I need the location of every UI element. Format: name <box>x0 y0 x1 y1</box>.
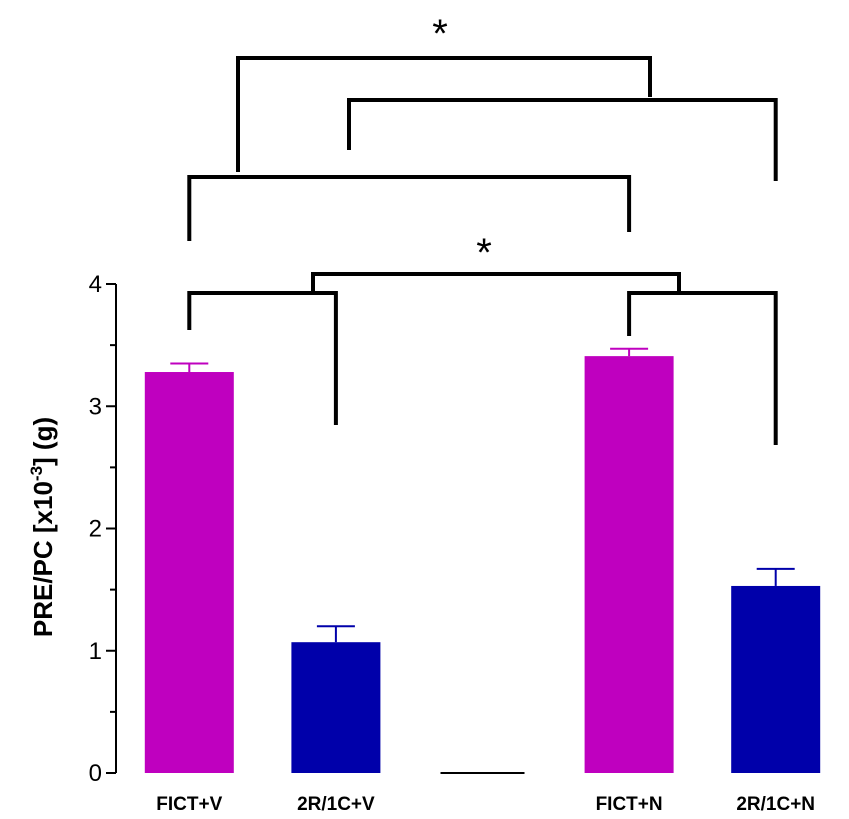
bracket-top-connector <box>236 56 652 172</box>
x-tick-label-fict-n: FICT+N <box>596 794 663 815</box>
significance-star-top: * <box>432 12 448 56</box>
error-bar-2r-1c-v <box>316 625 355 643</box>
y-axis-title: PRE/PC [x10-3] (g) <box>27 417 58 637</box>
y-tick-label: 0 <box>89 760 102 787</box>
x-tick-label-2r-1c-n: 2R/1C+N <box>736 794 815 815</box>
x-tick-label-fict-v: FICT+V <box>156 794 222 815</box>
y-axis: 0 1 2 3 4 <box>89 271 525 787</box>
y-tick-label: 1 <box>89 638 102 665</box>
bracket-fict-v-vs-2r1c-v <box>187 291 338 425</box>
bracket-fict-v-vs-fict-n <box>187 175 632 241</box>
error-bars-group <box>170 347 795 643</box>
bracket-2r1c-v-vs-2r1c-n <box>347 98 778 181</box>
bars-group <box>144 356 821 773</box>
bar-2r-1c-v <box>291 642 381 773</box>
y-tick-label: 2 <box>89 516 102 543</box>
bar-fict-n <box>584 356 674 773</box>
error-bar-2r-1c-n <box>756 567 795 586</box>
bracket-fict-n-vs-2r1c-n <box>627 291 778 445</box>
error-bar-fict-v <box>170 362 209 373</box>
y-axis-title-superscript: -3 <box>27 466 46 481</box>
bar-fict-v <box>144 372 234 773</box>
y-tick-label: 3 <box>89 393 102 420</box>
y-axis-title-tail: ] (g) <box>28 417 58 466</box>
bracket-v-vs-n-connector <box>311 272 681 293</box>
significance-star-lower: * <box>476 231 492 275</box>
y-tick-label: 4 <box>89 271 102 298</box>
x-tick-label-2r-1c-v: 2R/1C+V <box>297 794 375 815</box>
y-axis-title-main: PRE/PC [x10 <box>28 481 58 637</box>
category-labels: FICT+V 2R/1C+V FICT+N 2R/1C+N <box>156 794 815 815</box>
error-bar-fict-n <box>610 347 649 357</box>
bar-2r-1c-n <box>731 585 821 773</box>
significance-brackets <box>187 56 778 445</box>
